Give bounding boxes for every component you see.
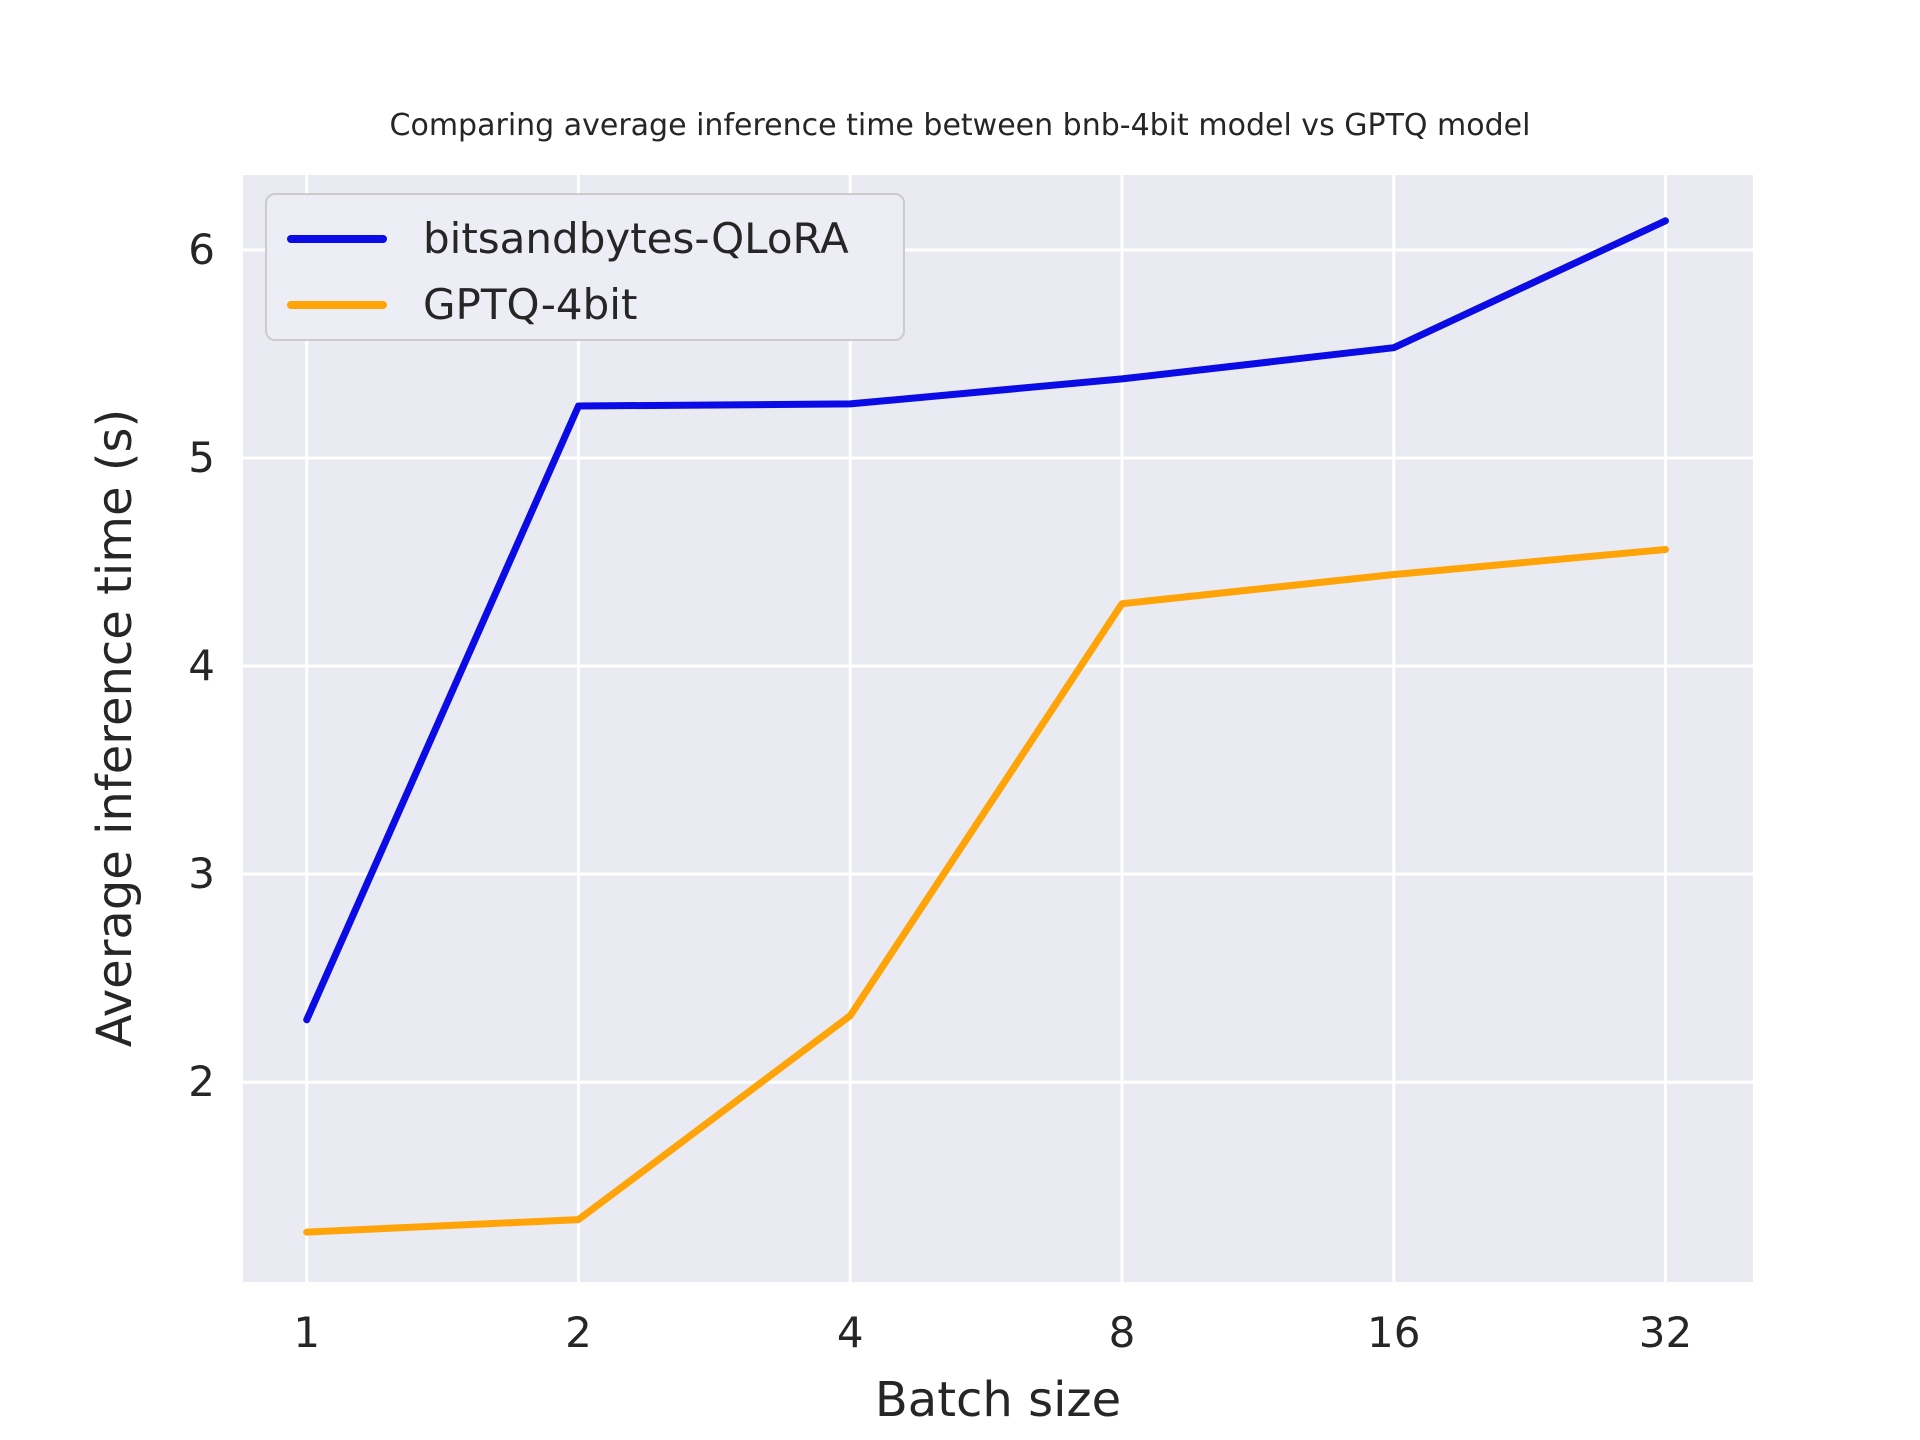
x-tick-label: 2 xyxy=(565,1308,592,1357)
y-tick-label: 2 xyxy=(188,1057,215,1107)
chart-title: Comparing average inference time between… xyxy=(389,108,1531,143)
x-tick-label: 32 xyxy=(1638,1308,1693,1357)
y-tick-label: 4 xyxy=(188,641,215,691)
series-line-GPTQ-4bit xyxy=(303,546,1669,1236)
x-axis-label: Batch size xyxy=(874,1372,1122,1428)
legend-line-sample-orange xyxy=(287,300,387,309)
y-tick-label: 6 xyxy=(188,224,215,274)
y-axis-label: Average inference time (s) xyxy=(87,408,143,1048)
x-tick-label: 1 xyxy=(293,1308,321,1357)
x-tick-label: 16 xyxy=(1367,1308,1421,1357)
x-tick-label: 4 xyxy=(836,1308,864,1357)
plot-area xyxy=(243,175,1753,1282)
x-tick-label: 8 xyxy=(1108,1308,1136,1357)
legend-label: GPTQ-4bit xyxy=(423,279,638,329)
plot-svg xyxy=(243,175,1753,1282)
y-tick-label: 3 xyxy=(188,849,215,899)
legend-row-gptq: GPTQ-4bit xyxy=(287,274,903,336)
y-tick-label: 5 xyxy=(188,432,215,482)
legend-row-bitsandbytes: bitsandbytes-QLoRA xyxy=(287,208,903,270)
series-line-bitsandbytes-QLoRA xyxy=(303,217,1669,1024)
legend-line-sample-blue xyxy=(287,235,387,244)
legend: bitsandbytes-QLoRA GPTQ-4bit xyxy=(265,193,905,341)
legend-label: bitsandbytes-QLoRA xyxy=(423,214,849,264)
